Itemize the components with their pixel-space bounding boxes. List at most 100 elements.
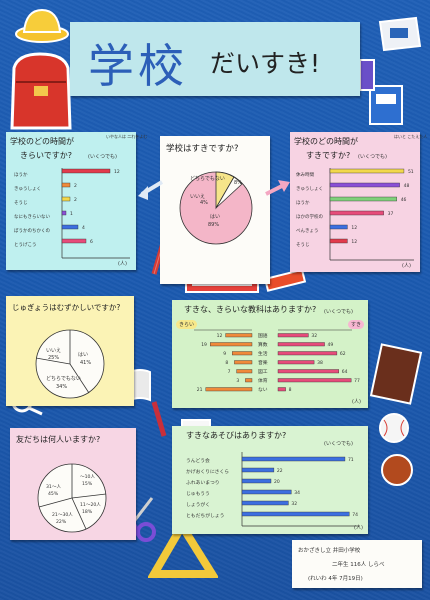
panel1-item-label-0: ほうか [14,171,28,178]
panel1-value-3: 1 [70,211,73,217]
panel1-item-label-2: そうじ [14,199,28,206]
panel1-value-4: 4 [82,225,85,231]
panel1-chart: ほうか きゅうしょく そうじ なにもきらいない ぼうかのちかくの とうげこう 1… [14,168,130,259]
panel6-slice-label-2: 21～30人 [52,512,73,518]
panel7-bar-3 [241,489,292,495]
panel3-item-label-0: 休み時間 [296,171,314,178]
panel-subjects: すきな、きらいな教科はありますか? (いくつでも) きらい すき (人) 国語算… [172,300,368,408]
panel1-item-label-5: とうげこう [14,241,37,248]
notebook-icon [369,85,403,125]
panel3-bar-0 [329,168,405,174]
panel3-value-0: 51 [408,169,414,175]
signature-card: おかざきし立 井田小学校 二年生 116人 しらべ (れいわ 4年 7月19日) [292,540,422,588]
panel3-value-4: 12 [351,225,357,231]
panel5-subject-0: 国語 [258,332,268,339]
panel7-item-label-5: ともだちがしょう [186,512,224,519]
panel5-like-bar-0 [277,333,309,338]
panel6-question: 友だちは何人いますか? [16,435,101,444]
title-main: 学校 [88,39,188,93]
panel7-note: (いくつでも) [324,441,353,447]
panel5-tag-left: きらい [176,320,198,329]
panel5-note: (いくつでも) [324,309,353,315]
panel1-bar-1 [61,182,71,188]
pencil-icon [151,401,167,437]
panel2-slice-pct-2: 8% [234,180,242,186]
baseball-icon [379,413,409,443]
panel5-like-bar-2 [277,351,338,356]
panel2-slice-label-2: どちらでもない [190,175,225,182]
arrow-right-icon [265,180,290,196]
panel3-item-label-1: きゅうしょく [296,186,323,192]
panel1-question: 学校のどの時間が [10,137,74,146]
panel6-slice-pct-2: 22% [56,519,67,525]
panel5-dislike-bar-0 [225,333,253,338]
panel1-value-5: 6 [90,239,93,245]
panel3-unit: (人) [402,263,411,269]
panel5-subject-2: 生活 [258,350,268,357]
panel5-dislike-bar-5 [245,378,253,383]
panel7-value-4: 32 [291,501,297,507]
panel5-dislike-value-4: 7 [228,369,231,375]
panel5-subject-3: 音楽 [258,359,268,366]
panel1-bar-5 [61,238,87,244]
panel3-item-label-3: ほかの学校の [296,213,323,220]
panel3-value-3: 37 [388,211,394,217]
panel5-dislike-bar-2 [232,351,253,356]
panel-class-difficulty: じゅぎょうはむずかしいですか? はい 41% いいえ 25% どちらでもない 3… [6,296,134,406]
panel7-value-0: 71 [348,457,354,463]
panel5-like-value-1: 49 [328,342,334,348]
panel5-dislike-value-2: 9 [223,351,226,357]
panel-friends: 友だちは何人いますか? ～10人 15% 11～20人 18% 21～30人 2… [10,428,136,540]
panel5-subject-6: ない [258,386,268,393]
panel3-bar-3 [329,210,384,216]
triangle-ruler-icon [148,520,218,578]
panel2-slice-label-0: はい [210,214,220,220]
randoseru-icon [10,52,72,130]
panel3-note: (いくつでも) [358,154,387,160]
panel2-slice-pct-1: 4% [200,200,208,206]
panel-events: すきなあそびはありますか? (いくつでも) (人) うんどう会 かげおくりにさく… [172,426,368,534]
panel1-item-label-3: なにもきらいない [14,213,50,220]
panel2-pie: はい 89% 8% どちらでもない いいえ 4% [179,171,253,245]
panel1-bar-4 [61,224,79,230]
panel4-question: じゅぎょうはむずかしいですか? [12,303,121,312]
panel5-subject-1: 算数 [258,341,268,348]
signature-line3: (れいわ 4年 7月19日) [308,576,363,582]
panel5-like-value-5: 77 [354,378,360,384]
panel6-pie: ～10人 15% 11～20人 18% 21～30人 22% 31～人 45% [37,463,107,533]
panel-like-school: 学校はすきですか? はい 89% 8% どちらでもない いいえ 4% [160,136,270,284]
panel5-subject-5: 体育 [258,377,268,384]
panel7-item-label-1: かげおくりにさくら [186,468,229,475]
panel1-value-2: 2 [74,197,77,203]
panel5-dislike-bar-4 [236,369,253,374]
panel6-slice-pct-0: 15% [82,481,93,487]
school-hat-icon [15,8,69,43]
marker-icon [359,59,375,91]
panel7-question: すきなあそびはありますか? [186,431,287,440]
panel3-bar-2 [329,196,397,202]
panel3-bar-1 [329,182,400,188]
arrow-left-icon [138,180,164,200]
panel5-like-bar-5 [277,378,352,383]
panel5-unit: (人) [352,399,361,405]
panel5-dislike-bar-3 [234,360,253,365]
panel7-value-1: 22 [277,468,283,474]
panel1-bar-2 [61,196,71,202]
panel5-dislike-value-6: 21 [197,387,203,393]
panel6-slice-label-0: ～10人 [80,474,95,480]
panel7-item-label-0: うんどう会 [186,457,210,464]
panel1-bar-3 [61,210,67,216]
panel3-value-1: 48 [404,183,410,189]
panel7-value-5: 74 [352,512,358,518]
panel6-slice-pct-1: 18% [82,509,93,515]
panel7-bar-2 [241,478,272,484]
panel1-value-0: 12 [114,169,120,175]
panel6-slice-label-3: 31～人 [46,484,61,490]
panel1-bar-0 [61,168,111,174]
panel1-value-1: 2 [74,183,77,189]
panel2-slice-label-1: いいえ [190,194,205,200]
title-banner: 学校 だいすき! [70,22,360,96]
panel3-bar-5 [329,238,348,244]
panel7-item-label-3: じゅもうう [186,491,210,497]
